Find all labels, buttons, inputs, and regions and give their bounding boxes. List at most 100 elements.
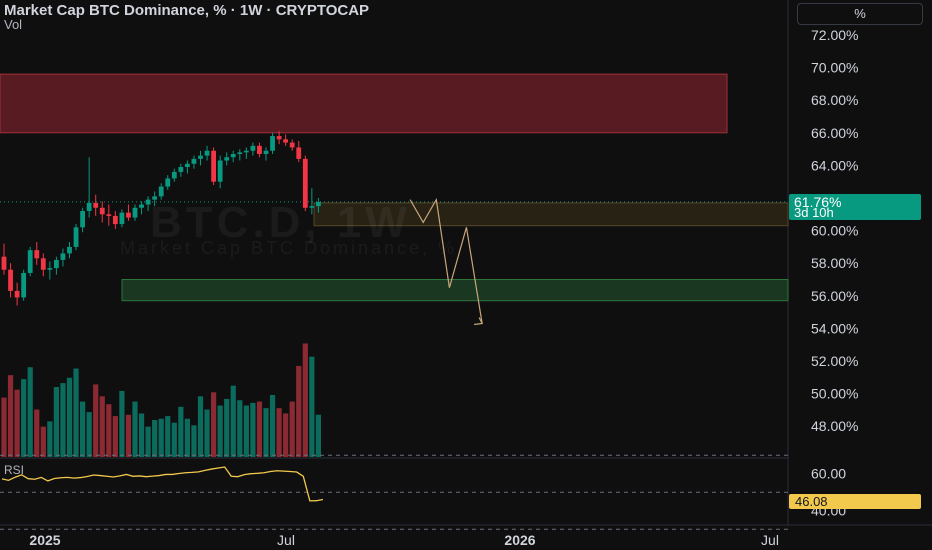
volume-bar [165, 416, 171, 457]
candle-body [106, 214, 112, 216]
candle-body [270, 136, 275, 151]
volume-bar [237, 400, 243, 457]
rsi-value-tag: 46.08 [789, 494, 921, 509]
last-price: 61.76% [794, 194, 842, 210]
volume-bar [53, 387, 59, 457]
volume-bar [14, 389, 20, 457]
candle-body [211, 150, 216, 182]
price-axis-tick: 58.00% [811, 255, 858, 271]
candle-body [86, 202, 92, 212]
volume-bar [21, 379, 27, 457]
candle-body [302, 158, 308, 208]
candle-body [158, 186, 164, 197]
volume-bar [204, 409, 210, 457]
volume-bar [99, 396, 105, 457]
unit-button[interactable]: % [797, 3, 923, 25]
volume-bar [158, 418, 164, 457]
volume-bar [211, 392, 217, 457]
volume-bar [217, 405, 223, 457]
volume-bar [93, 384, 99, 457]
volume-bar [80, 401, 86, 457]
candle-body [145, 199, 151, 205]
candle-body [250, 145, 256, 151]
candle-body [243, 150, 249, 153]
zone-demand [121, 279, 789, 302]
candle-body [132, 207, 138, 218]
rsi-legend: RSI [4, 463, 25, 477]
volume-bar [191, 425, 197, 457]
volume-bar [138, 413, 145, 457]
candle-body [191, 158, 197, 164]
candle-body [165, 178, 171, 187]
volume-bar [315, 414, 321, 457]
candle-body [27, 250, 33, 273]
price-axis-tick: 72.00% [811, 27, 858, 43]
volume-bar [171, 422, 177, 457]
volume-bar [119, 391, 125, 457]
candle-body [296, 147, 302, 159]
volume-bar [230, 385, 236, 457]
price-axis-tick: 54.00% [811, 320, 858, 336]
price-axis-tick: 66.00% [811, 125, 858, 141]
candle-body [126, 212, 131, 218]
volume-bar [7, 375, 14, 457]
volume-bar [263, 408, 269, 457]
volume-bar [47, 421, 53, 457]
time-axis-tick: 2025 [29, 532, 60, 548]
candle-body [237, 152, 243, 154]
candle-body [263, 150, 269, 154]
volume-bar [250, 402, 256, 457]
candle-body [93, 202, 99, 208]
candle-body [257, 145, 262, 154]
rsi-line [1, 466, 324, 502]
volume-bar [66, 377, 73, 457]
candle-body [230, 153, 236, 158]
price-axis-tick: 70.00% [811, 60, 858, 76]
volume-bar [1, 397, 7, 457]
projection-arrowhead [474, 317, 484, 326]
candle-body [171, 171, 177, 179]
volume-bar [269, 394, 276, 457]
candle-body [316, 201, 321, 207]
watermark-description: Market Cap BTC Dominance, % [120, 238, 458, 258]
volume-bar [309, 356, 315, 457]
zone-mid [313, 202, 789, 227]
volume-bar [276, 408, 282, 457]
volume-bar [289, 401, 295, 457]
volume-bar [296, 365, 302, 457]
candle-body [204, 150, 210, 156]
projection-path [409, 197, 483, 324]
time-axis-tick: Jul [277, 532, 295, 548]
rsi-axis-tick: 60.00 [811, 466, 846, 482]
volume-bar [106, 404, 112, 457]
volume-bar [197, 396, 204, 457]
candle-body [80, 211, 85, 228]
candle-body [119, 212, 125, 225]
volume-bar [27, 367, 33, 457]
candle-body [217, 160, 223, 182]
candle-body [99, 207, 105, 215]
candle-body [178, 167, 184, 172]
volume-bar [184, 418, 190, 457]
last-price-tag: 61.76% 3d 10h [789, 194, 921, 220]
price-axis-tick: 50.00% [811, 386, 858, 402]
candle-body [139, 204, 144, 208]
volume-bar [243, 405, 249, 457]
volume-legend: Vol [4, 17, 23, 32]
candle-body [185, 163, 190, 168]
bar-countdown: 3d 10h [794, 205, 834, 220]
volume-bar [34, 409, 40, 457]
candle-body [112, 215, 118, 225]
time-axis-tick: 2026 [504, 532, 535, 548]
time-axis-tick: Jul [761, 532, 779, 548]
volume-bar [112, 416, 118, 457]
volume-bar [224, 398, 230, 457]
volume-bar [178, 406, 184, 457]
zone-supply [0, 73, 728, 134]
volume-bar [152, 420, 158, 457]
volume-bar [302, 343, 308, 457]
candle-body [60, 253, 66, 260]
candle-body [14, 290, 20, 298]
candle-body [47, 268, 53, 270]
